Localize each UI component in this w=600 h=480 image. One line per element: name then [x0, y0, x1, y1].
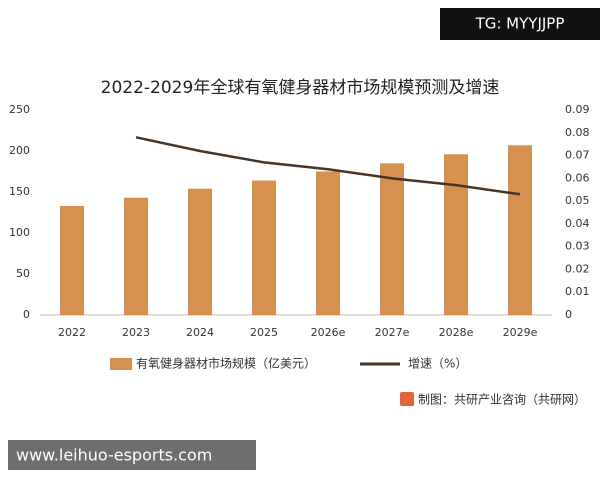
bar [60, 205, 84, 315]
y-tick-label: 150 [9, 185, 30, 198]
y-tick-label: 0 [23, 308, 30, 321]
legend-label: 增速（%） [408, 357, 467, 371]
y2-tick-label: 0.04 [565, 217, 590, 230]
y2-tick-label: 0 [565, 308, 572, 321]
x-tick-label: 2023 [122, 326, 150, 339]
y-tick-label: 50 [16, 267, 30, 280]
y2-tick-label: 0.03 [565, 240, 590, 253]
source-icon [400, 392, 414, 406]
bar [508, 145, 532, 315]
x-tick-label: 2028e [439, 326, 474, 339]
footer-box [8, 440, 256, 470]
footer-link: www.leihuo-esports.com [16, 446, 212, 465]
x-tick-label: 2029e [503, 326, 538, 339]
legend-label: 有氧健身器材市场规模（亿美元） [136, 356, 316, 371]
y2-tick-label: 0.07 [565, 149, 590, 162]
legend-swatch [110, 358, 132, 370]
line [135, 136, 521, 196]
y2-tick-label: 0.05 [565, 194, 590, 207]
y2-tick-label: 0.06 [565, 171, 590, 184]
x-tick-label: 2025 [250, 326, 278, 339]
bar [124, 197, 148, 315]
bar [316, 171, 340, 315]
y-tick-label: 100 [9, 226, 30, 239]
header-badge: TG: MYYJJPP [475, 15, 565, 33]
y-tick-label: 250 [9, 103, 30, 116]
x-tick-label: 2027e [375, 326, 410, 339]
source: 制图：共研产业咨询（共研网） [418, 392, 586, 407]
y2-tick-label: 0.08 [565, 126, 590, 139]
chart-title: 2022-2029年全球有氧健身器材市场规模预测及增速 [101, 78, 500, 98]
y2-tick-label: 0.01 [565, 285, 590, 298]
x-tick-label: 2026e [311, 326, 346, 339]
y2-tick-label: 0.02 [565, 262, 590, 275]
bar [444, 154, 468, 315]
x-tick-label: 2022 [58, 326, 86, 339]
x-tick-label: 2024 [186, 326, 214, 339]
y2-tick-label: 0.09 [565, 103, 590, 116]
bar [380, 163, 404, 315]
bar [188, 188, 212, 315]
badge-box [440, 8, 600, 40]
y-tick-label: 200 [9, 144, 30, 157]
bar [252, 180, 276, 315]
